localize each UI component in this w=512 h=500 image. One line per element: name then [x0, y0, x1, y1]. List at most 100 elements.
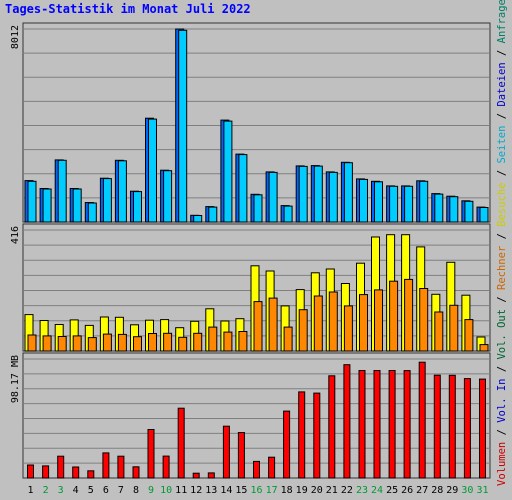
bar: [223, 120, 233, 223]
bar: [464, 319, 474, 352]
bar: [404, 278, 414, 352]
bar: [57, 336, 67, 352]
bar: [389, 185, 399, 223]
x-tick-label: 2: [43, 485, 49, 496]
bar: [72, 466, 80, 479]
bar: [178, 336, 188, 352]
bar: [42, 335, 52, 352]
bar: [283, 205, 293, 223]
x-tick-label: 21: [326, 485, 338, 496]
bar: [479, 378, 486, 479]
bar: [418, 361, 426, 479]
bar: [102, 178, 112, 223]
bar: [463, 378, 471, 479]
bar: [374, 289, 383, 352]
bar: [433, 374, 441, 479]
bar: [434, 193, 444, 223]
bar: [419, 288, 429, 352]
y-max-label: 416: [10, 226, 21, 244]
x-tick-label: 13: [205, 485, 217, 496]
x-tick-label: 1: [27, 485, 33, 496]
x-tick-label: 29: [446, 485, 458, 496]
bar: [298, 165, 308, 223]
bar: [448, 374, 456, 479]
bar: [434, 311, 444, 352]
bar: [133, 191, 142, 223]
x-tick-label: 20: [311, 485, 323, 496]
x-tick-label: 6: [103, 485, 109, 496]
y-max-label: 98.17 MB: [10, 355, 21, 403]
bar: [102, 333, 112, 352]
bar: [328, 291, 338, 352]
bar: [72, 188, 82, 223]
bar: [404, 185, 414, 223]
x-tick-label: 25: [386, 485, 398, 496]
bar: [177, 407, 185, 479]
bar: [268, 456, 276, 479]
bar: [419, 180, 429, 223]
bar: [389, 280, 399, 352]
bar: [87, 470, 95, 479]
x-tick-label: 31: [476, 485, 488, 496]
bar: [253, 194, 263, 223]
x-tick-label: 30: [461, 485, 473, 496]
x-tick-label: 3: [58, 485, 64, 496]
x-tick-label: 17: [266, 485, 278, 496]
bar: [238, 331, 248, 352]
bar: [283, 326, 293, 352]
bar: [464, 200, 474, 223]
bar: [163, 332, 173, 352]
x-tick-label: 4: [73, 485, 79, 496]
bar: [87, 202, 97, 223]
bar: [117, 160, 127, 223]
bar: [237, 432, 245, 479]
bar: [374, 181, 383, 223]
x-tick-label: 14: [220, 485, 232, 496]
bar: [148, 118, 157, 223]
legend-item: /: [496, 107, 508, 126]
bar: [268, 171, 278, 223]
legend-item: Anfragen: [496, 0, 508, 43]
bar: [133, 336, 142, 352]
bar: [238, 154, 248, 223]
bar: [117, 333, 127, 352]
x-tick-label: 19: [296, 485, 308, 496]
bar: [359, 294, 368, 352]
bar: [268, 297, 278, 352]
x-tick-label: 9: [148, 485, 154, 496]
bar: [42, 465, 50, 479]
legend-item: /: [496, 164, 508, 183]
bar: [388, 370, 396, 479]
x-tick-label: 15: [235, 485, 247, 496]
bar: [223, 331, 233, 352]
x-tick-label: 11: [175, 485, 187, 496]
bar: [343, 305, 353, 352]
bar: [192, 472, 200, 479]
x-tick-label: 10: [160, 485, 172, 496]
bar: [313, 392, 321, 479]
legend-item: Volumen: [496, 442, 508, 486]
bar: [403, 370, 411, 479]
legend-item: Rechner: [496, 246, 508, 290]
bar: [373, 370, 381, 479]
bar: [208, 206, 218, 223]
x-tick-label: 22: [341, 485, 353, 496]
legend-text: Volumen / Vol. In / Vol. Out / Rechner /…: [496, 0, 508, 486]
legend-item: Vol. In: [496, 379, 508, 423]
bar: [27, 334, 37, 352]
bar: [57, 159, 67, 223]
x-tick-label: 27: [416, 485, 428, 496]
bar: [283, 410, 291, 479]
bar: [27, 180, 37, 223]
bar: [117, 455, 125, 479]
bar: [132, 466, 140, 479]
x-tick-label: 16: [250, 485, 262, 496]
y-max-label: 8012: [10, 25, 21, 49]
bar: [147, 429, 155, 479]
bar: [449, 196, 459, 223]
bar: [72, 335, 82, 352]
bar: [162, 455, 170, 479]
x-tick-label: 7: [118, 485, 124, 496]
bar: [328, 375, 336, 479]
